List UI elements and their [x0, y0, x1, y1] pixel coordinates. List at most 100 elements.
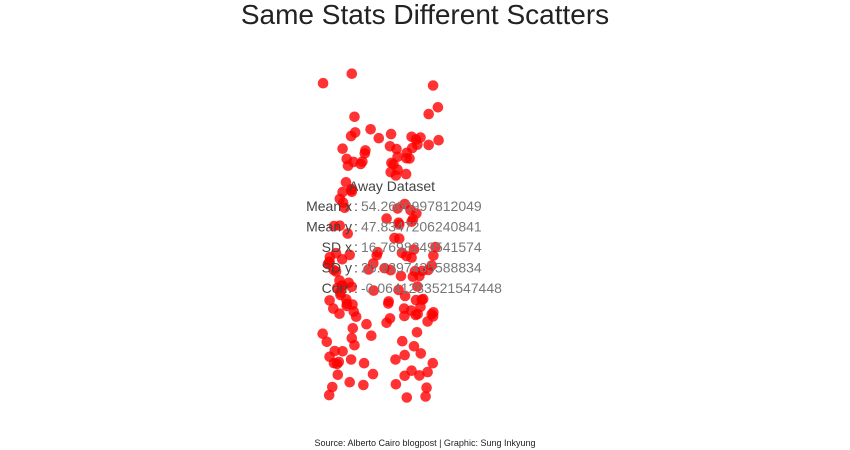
data-point	[422, 366, 433, 378]
data-point	[385, 128, 397, 140]
data-point	[317, 77, 329, 89]
data-point	[337, 346, 348, 357]
data-point	[381, 317, 392, 329]
data-point	[365, 124, 376, 135]
data-point	[411, 327, 423, 338]
data-point	[330, 266, 342, 277]
data-point	[399, 198, 411, 210]
stats-value: 54.2660997812049	[361, 198, 482, 214]
data-point	[349, 111, 360, 123]
data-point	[400, 168, 412, 180]
stats-label: SD x	[322, 239, 352, 255]
data-point	[355, 158, 367, 170]
data-point	[327, 381, 338, 393]
data-point	[406, 365, 417, 377]
data-point	[410, 309, 422, 321]
data-point	[404, 153, 415, 164]
data-point	[342, 228, 354, 239]
data-point	[334, 193, 346, 205]
data-point	[381, 213, 392, 224]
stats-colon: :	[354, 239, 358, 255]
data-point	[399, 310, 410, 322]
data-point	[360, 145, 371, 156]
stats-label: Corr.	[322, 280, 352, 296]
data-point	[423, 264, 434, 276]
chart-title: Same Stats Different Scatters	[240, 0, 610, 30]
data-point	[324, 295, 335, 306]
data-point	[399, 349, 411, 361]
data-point	[427, 357, 439, 369]
data-point	[345, 354, 357, 365]
data-point	[348, 306, 360, 317]
stats-label: Mean y	[306, 219, 352, 235]
data-point	[432, 102, 444, 113]
data-point	[395, 270, 407, 282]
data-point	[385, 166, 397, 178]
data-point	[433, 134, 444, 146]
data-point	[390, 354, 401, 365]
source-caption: Source: Alberto Cairo blogpost | Graphic…	[314, 438, 536, 448]
data-point	[373, 132, 385, 144]
data-point	[415, 132, 426, 143]
data-point	[384, 141, 396, 152]
data-point	[389, 232, 400, 244]
stats-colon: :	[354, 219, 358, 235]
stats-value: 47.8347206240841	[361, 219, 482, 235]
scatter-points	[317, 68, 444, 403]
data-point	[423, 108, 435, 120]
data-point	[346, 332, 358, 344]
data-point	[401, 392, 413, 403]
data-point	[420, 391, 431, 402]
data-point	[410, 294, 422, 306]
stats-label: SD y	[322, 260, 352, 276]
data-point	[334, 287, 346, 298]
data-point	[408, 244, 420, 255]
data-point	[361, 318, 372, 330]
data-point	[428, 250, 439, 261]
data-point	[323, 257, 335, 268]
data-point	[383, 296, 395, 307]
data-point	[323, 389, 335, 401]
data-point	[324, 351, 335, 363]
stats-label: Mean x	[306, 198, 352, 214]
data-point	[397, 335, 408, 347]
data-point	[406, 216, 417, 227]
data-point	[341, 153, 353, 165]
data-point	[423, 139, 435, 151]
data-point	[372, 246, 384, 258]
data-point	[396, 247, 408, 259]
data-point	[430, 241, 441, 253]
stats-dataset-label: Away Dataset	[349, 178, 435, 194]
data-point	[332, 369, 344, 381]
data-point	[317, 328, 329, 340]
data-point	[385, 264, 397, 276]
data-point	[409, 265, 421, 277]
data-point	[415, 348, 427, 359]
data-point	[366, 330, 377, 342]
data-point	[390, 379, 402, 390]
data-point	[363, 264, 374, 275]
data-point	[427, 80, 439, 91]
data-point	[367, 368, 379, 380]
data-point	[408, 341, 420, 352]
data-point	[414, 370, 425, 381]
data-point	[321, 336, 333, 348]
stats-value: -0.0641283521547448	[361, 280, 502, 296]
data-point	[393, 284, 404, 296]
data-point	[339, 202, 350, 214]
data-point	[346, 68, 358, 79]
data-point	[358, 379, 369, 391]
data-point	[394, 219, 405, 230]
data-point	[340, 177, 352, 188]
data-point	[421, 382, 432, 394]
data-point	[358, 357, 370, 369]
data-point	[344, 376, 356, 388]
stats-value: 26.9397435588834	[361, 260, 482, 276]
data-point	[412, 281, 423, 292]
data-point	[334, 308, 345, 320]
data-point	[347, 323, 359, 334]
data-point	[349, 127, 361, 138]
data-point	[337, 143, 348, 154]
